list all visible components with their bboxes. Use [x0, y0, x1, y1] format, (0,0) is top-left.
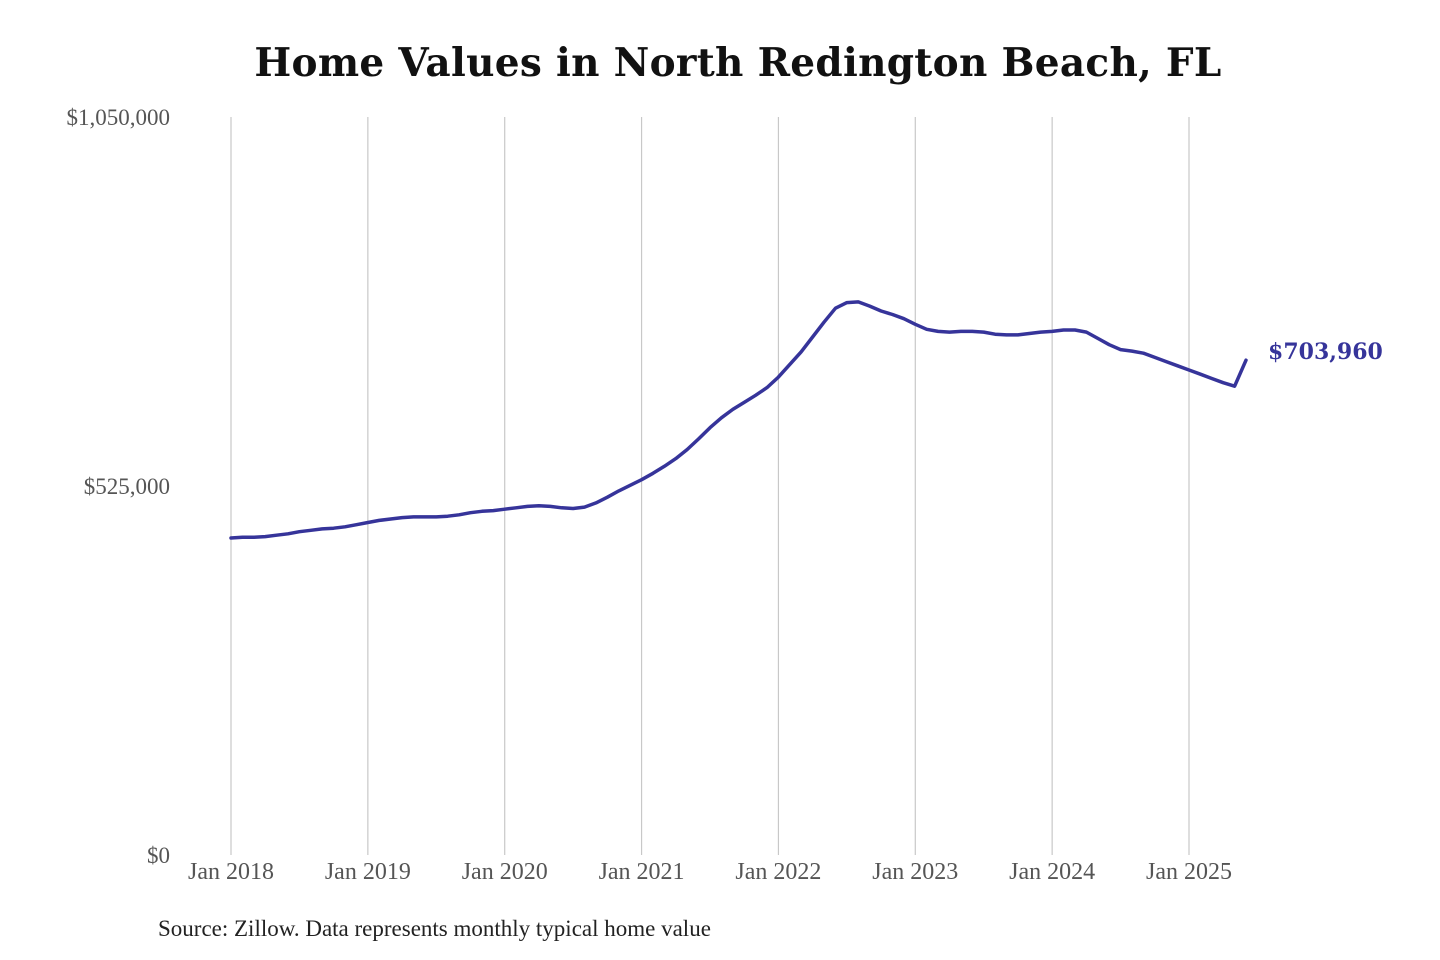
gridlines [230, 117, 1190, 855]
source-note: Source: Zillow. Data represents monthly … [158, 916, 711, 941]
home-value-line [229, 300, 1248, 540]
y-tick-label: $525,000 [84, 474, 170, 499]
y-axis: $0 $525,000 $1,050,000 [67, 105, 171, 868]
x-tick-label: Jan 2021 [599, 859, 685, 885]
x-tick-label: Jan 2019 [325, 859, 411, 885]
end-label-layer: $703,960 [1268, 339, 1383, 365]
series-layer [229, 300, 1248, 540]
x-axis: Jan 2018 Jan 2019 Jan 2020 Jan 2021 Jan 2022… [188, 859, 1232, 885]
chart-title: Home Values in North Redington Beach, FL [254, 40, 1222, 86]
x-tick-label: Jan 2020 [462, 859, 548, 885]
y-tick-label: $1,050,000 [67, 105, 171, 130]
x-tick-label: Jan 2022 [735, 859, 821, 885]
end-value-label: $703,960 [1268, 339, 1383, 365]
x-tick-label: Jan 2024 [1009, 859, 1095, 885]
x-tick-label: Jan 2023 [872, 859, 958, 885]
x-tick-label: Jan 2018 [188, 859, 274, 885]
y-tick-label: $0 [147, 843, 170, 868]
x-tick-label: Jan 2025 [1146, 859, 1232, 885]
